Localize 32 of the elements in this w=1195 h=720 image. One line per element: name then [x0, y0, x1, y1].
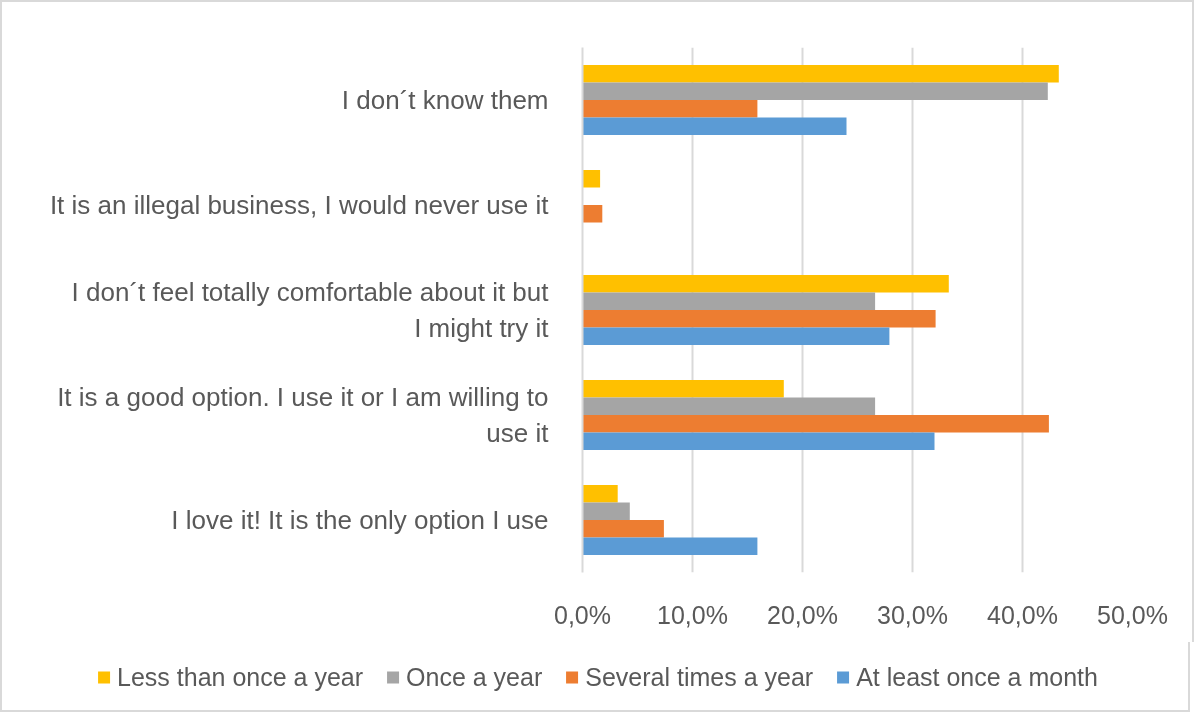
bar — [582, 64, 1059, 83]
x-tick-label: 20,0% — [767, 600, 838, 629]
bar — [582, 292, 876, 310]
y-tick-label: I don´t know them — [341, 85, 549, 115]
x-tick-label: 0,0% — [554, 600, 611, 629]
bar — [582, 502, 630, 520]
bar — [582, 82, 1048, 100]
x-tick-label: 10,0% — [657, 600, 728, 629]
legend-label: Several times a year — [585, 662, 814, 692]
bar — [582, 415, 1049, 433]
bar — [582, 432, 935, 451]
legend-label: Less than once a year — [117, 662, 364, 692]
bar — [582, 274, 949, 293]
x-tick-label: 50,0% — [1097, 600, 1168, 629]
bar — [582, 520, 664, 538]
bar — [582, 205, 603, 223]
y-tick-label: I don´t feel totally comfortable about it but I might try it — [71, 277, 550, 343]
bar — [582, 310, 936, 328]
x-tick-label: 40,0% — [987, 600, 1058, 629]
x-tick-label: 30,0% — [877, 600, 948, 629]
y-tick-label: It is an illegal business, I would never use it — [49, 190, 550, 220]
bar — [582, 117, 847, 136]
bar — [582, 397, 876, 415]
bar — [582, 379, 784, 398]
bar — [582, 484, 618, 503]
bar — [582, 100, 758, 118]
y-tick-label: I love it! It is the only option I use — [171, 505, 549, 535]
y-tick-label: It is a good option. I use it or I am willing to use it — [57, 382, 550, 448]
bar — [582, 537, 758, 556]
bar — [582, 327, 890, 346]
legend-label: Once a year — [406, 662, 543, 692]
legend-label: At least once a month — [856, 662, 1098, 692]
